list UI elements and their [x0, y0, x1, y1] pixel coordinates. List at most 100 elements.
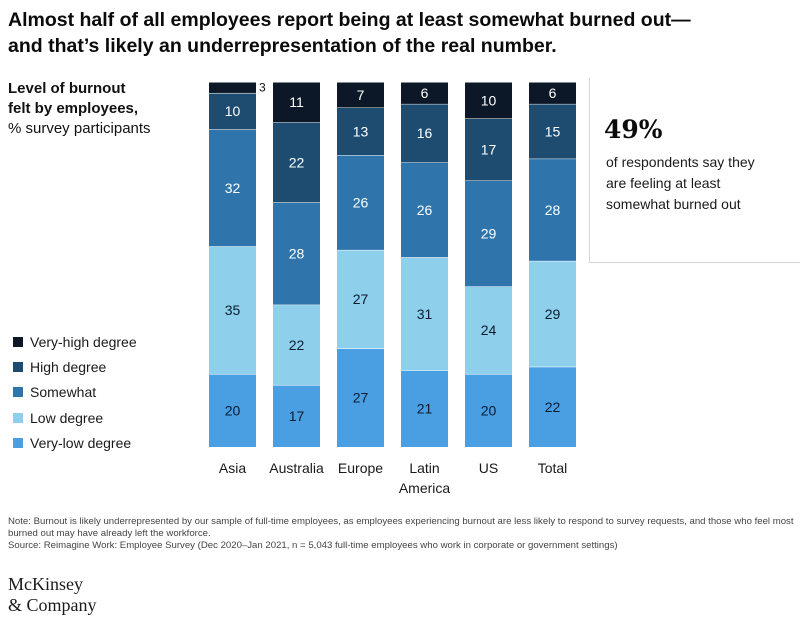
bar-segment-australia-somewhat [273, 202, 320, 305]
data-label: 16 [417, 125, 433, 141]
bar-segment-latin-america-very-high-degree [401, 82, 448, 104]
bar-segment-us-somewhat [465, 180, 512, 287]
bar-segment-total-very-low-degree [529, 366, 576, 447]
bar-segment-latin-america-high-degree [401, 103, 448, 163]
legend-item-low-degree: Low degree [13, 405, 137, 430]
legend-item-somewhat: Somewhat [13, 380, 137, 405]
bar-segment-europe-very-high-degree [337, 82, 384, 108]
x-tick-label: Asia [219, 460, 246, 476]
legend-label: Low degree [30, 409, 104, 426]
callout-text: of respondents say they are feeling at l… [606, 154, 755, 212]
legend-label: Very-high degree [30, 333, 137, 350]
bar-segment-europe-low-degree [337, 249, 384, 349]
footnote-source: Source: Reimagine Work: Employee Survey … [8, 540, 618, 551]
stacked-bar-chart: 20 35 32 10 3 Asia 17 22 28 22 11 Australia 27 27 26 13… [209, 80, 576, 496]
data-label: 28 [289, 246, 305, 262]
chart-title-line-1: Almost half of all employees report bein… [8, 9, 691, 31]
data-label: 13 [353, 123, 369, 139]
bar-segment-total-high-degree [529, 103, 576, 159]
bar-segment-us-high-degree [465, 118, 512, 181]
data-label: 11 [289, 94, 304, 110]
data-label: 24 [481, 322, 497, 338]
chart-title-line-2: and that’s likely an underrepresentation… [8, 35, 557, 57]
footnote: Note: Burnout is likely underrepresented… [8, 516, 794, 552]
bar-segment-latin-america-somewhat [401, 162, 448, 258]
data-label: 7 [357, 87, 365, 103]
bar-segment-total-somewhat [529, 158, 576, 261]
x-tick-label: Europe [338, 460, 383, 476]
bar-segment-australia-very-high-degree [273, 82, 320, 123]
x-tick-label: US [479, 460, 498, 476]
bar-segment-latin-america-low-degree [401, 257, 448, 371]
bar-segment-asia-high-degree [209, 92, 256, 130]
callout-box: 49% of respondents say they are feeling … [589, 78, 800, 263]
bar-segment-europe-somewhat [337, 155, 384, 250]
x-tick-label: America [399, 480, 451, 496]
legend-swatch [13, 387, 23, 398]
data-label: 31 [417, 306, 433, 322]
legend-label: Somewhat [30, 384, 97, 401]
legend-swatch [13, 336, 23, 347]
data-label: 22 [289, 154, 305, 170]
logo-line-2: & Company [8, 595, 97, 615]
bar-segment-europe-very-low-degree [337, 348, 384, 447]
data-label: 29 [545, 306, 561, 322]
subhead-unit: % survey participants [8, 120, 151, 137]
logo-line-1: McKinsey [8, 574, 83, 594]
data-label: 20 [225, 403, 241, 419]
bar-segment-asia-somewhat [209, 129, 256, 247]
bar-segment-europe-high-degree [337, 107, 384, 155]
bar-segment-total-very-high-degree [529, 82, 576, 104]
x-tick-label: Latin [409, 460, 439, 476]
footnote-note: Note: Burnout is likely underrepresented… [8, 516, 794, 539]
data-label: 32 [225, 180, 241, 196]
bar-segment-us-very-high-degree [465, 82, 512, 119]
data-label: 3 [259, 80, 266, 94]
legend-label: Very-low degree [30, 434, 132, 451]
data-label: 10 [481, 92, 497, 108]
legend-swatch [13, 437, 23, 448]
chart-legend: Very-high degree High degree Somewhat Low d… [13, 329, 137, 455]
data-label: 29 [481, 225, 497, 241]
bar-segment-total-low-degree [529, 260, 576, 367]
bar-segment-asia-very-high-degree [209, 82, 256, 93]
chart-subhead: Level of burnout felt by employees, % su… [8, 79, 151, 139]
legend-item-very-high-degree: Very-high degree [13, 329, 137, 354]
bar-segment-latin-america-very-low-degree [401, 370, 448, 447]
x-tick-label: Australia [269, 460, 324, 476]
data-label: 15 [545, 123, 561, 139]
subhead-line-2: felt by employees, [8, 100, 139, 117]
legend-label: High degree [30, 358, 107, 375]
x-tick-label: Total [538, 460, 568, 476]
data-label: 35 [225, 302, 241, 318]
data-label: 22 [545, 399, 561, 415]
data-label: 20 [481, 403, 497, 419]
chart-title: Almost half of all employees report bein… [8, 7, 793, 59]
callout-value: 49% [604, 115, 663, 144]
data-label: 28 [545, 202, 561, 218]
data-label: 6 [421, 85, 429, 101]
bar-segment-asia-low-degree [209, 246, 256, 374]
data-label: 26 [353, 194, 369, 210]
data-label: 27 [353, 291, 369, 307]
bar-segment-us-low-degree [465, 286, 512, 374]
bar-segment-australia-high-degree [273, 122, 320, 203]
data-label: 21 [417, 401, 433, 417]
legend-swatch [13, 361, 23, 372]
data-label: 6 [549, 85, 557, 101]
data-label: 17 [481, 142, 497, 158]
data-label: 26 [417, 202, 433, 218]
bar-segment-australia-low-degree [273, 304, 320, 385]
data-label: 22 [289, 337, 305, 353]
bar-segment-australia-very-low-degree [273, 384, 320, 447]
bar-segment-us-very-low-degree [465, 374, 512, 447]
mckinsey-logo: McKinsey & Company [8, 574, 97, 616]
legend-swatch [13, 412, 23, 423]
data-label: 27 [353, 390, 369, 406]
data-label: 10 [225, 103, 241, 119]
legend-item-high-degree: High degree [13, 354, 137, 379]
bar-segment-asia-very-low-degree [209, 374, 256, 447]
legend-item-very-low-degree: Very-low degree [13, 430, 137, 455]
data-label: 17 [289, 408, 305, 424]
subhead-line-1: Level of burnout [8, 80, 126, 97]
